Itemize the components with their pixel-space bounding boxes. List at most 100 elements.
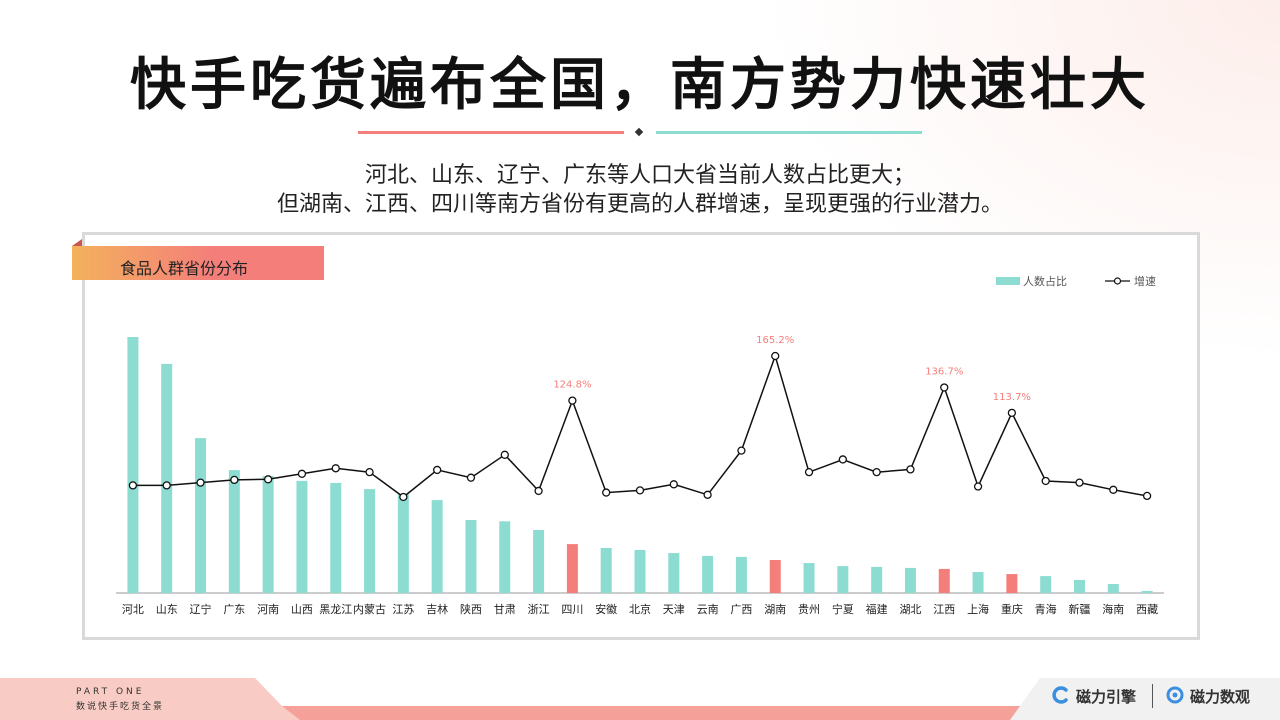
x-tick-label: 山西 — [291, 603, 313, 616]
x-tick-label: 天津 — [663, 603, 685, 616]
growth-point-海南 — [1109, 485, 1118, 494]
chart-tab — [72, 246, 324, 280]
bar-广东 — [228, 470, 240, 593]
bar-天津 — [668, 553, 680, 593]
growth-point-天津 — [669, 480, 678, 489]
growth-point-河北 — [128, 481, 138, 490]
bar-安徽 — [600, 547, 612, 593]
bar-内蒙古 — [364, 489, 376, 593]
x-tick-label: 上海 — [967, 602, 989, 616]
growth-point-贵州 — [804, 468, 814, 477]
bar-江苏 — [397, 493, 409, 593]
data-label-江西: 136.7% — [925, 366, 963, 377]
brand-cili-data: 磁力数观 — [1190, 688, 1251, 706]
cili-engine-logo-icon — [1052, 686, 1068, 704]
data-label-四川: 124.8% — [553, 380, 591, 391]
x-tick-label: 云南 — [697, 603, 719, 616]
growth-point-福建 — [872, 468, 881, 477]
growth-point-内蒙古 — [365, 468, 374, 477]
growth-point-湖南 — [771, 351, 780, 361]
growth-line — [132, 353, 1148, 498]
growth-point-广东 — [230, 475, 239, 485]
bar-黑龙江 — [330, 482, 342, 593]
growth-point-甘肃 — [500, 450, 509, 459]
legend-bar-swatch — [996, 277, 1020, 285]
bar-北京 — [634, 549, 646, 593]
growth-point-云南 — [703, 490, 712, 499]
title-rule-left — [358, 131, 624, 134]
bar-西藏 — [1141, 590, 1153, 593]
bar-湖北 — [904, 567, 916, 593]
bar-甘肃 — [499, 521, 511, 593]
growth-point-江西 — [940, 383, 949, 392]
x-tick-label: 新疆 — [1068, 602, 1090, 616]
bar-宁夏 — [837, 566, 849, 593]
bar-贵州 — [803, 563, 815, 593]
x-tick-label: 四川 — [561, 603, 583, 616]
x-tick-label: 安徽 — [595, 602, 617, 616]
growth-point-吉林 — [433, 465, 442, 475]
tab-fold — [72, 239, 82, 246]
bar-广西 — [735, 556, 747, 593]
brand-cili-engine: 磁力引擎 — [1076, 688, 1137, 706]
legend-line-label: 增速 — [1134, 274, 1156, 288]
growth-point-北京 — [635, 486, 645, 495]
x-tick-label: 内蒙古 — [353, 602, 386, 616]
chart-tab-label: 食品人群省份分布 — [120, 259, 249, 278]
footer-band — [0, 678, 1280, 720]
growth-point-宁夏 — [838, 455, 847, 464]
x-tick-label: 河北 — [122, 603, 144, 616]
growth-point-河南 — [263, 475, 273, 484]
growth-point-西藏 — [1142, 491, 1152, 501]
x-tick-label: 黑龙江 — [319, 603, 352, 616]
bar-青海 — [1040, 576, 1052, 593]
x-tick-label: 福建 — [866, 602, 888, 616]
bar-海南 — [1107, 584, 1119, 593]
title-rule-right — [656, 131, 922, 134]
data-label-重庆: 113.7% — [993, 392, 1031, 403]
x-tick-label: 北京 — [629, 602, 651, 616]
bar-陕西 — [465, 520, 477, 593]
bar-新疆 — [1073, 579, 1085, 593]
x-tick-label: 江苏 — [392, 603, 414, 616]
growth-point-上海 — [973, 482, 983, 491]
x-tick-label: 山东 — [156, 603, 178, 616]
bar-河北 — [127, 337, 139, 593]
subtitle-line-1: 河北、山东、辽宁、广东等人口大省当前人数占比更大； — [364, 163, 915, 188]
x-tick-label: 宁夏 — [832, 602, 854, 616]
subtitle-line-2: 但湖南、江西、四川等南方省份有更高的人群增速，呈现更强的行业潜力。 — [276, 192, 1003, 217]
x-tick-label: 重庆 — [1001, 602, 1023, 616]
growth-point-黑龙江 — [331, 464, 340, 473]
growth-point-安徽 — [602, 488, 611, 497]
growth-point-江苏 — [399, 492, 408, 502]
growth-point-山西 — [297, 469, 307, 478]
x-tick-label: 广东 — [223, 603, 245, 616]
footer-part-subtitle: 数说快手吃货全景 — [76, 702, 165, 712]
footer-part-label: PART ONE — [76, 687, 145, 697]
growth-point-重庆 — [1007, 408, 1017, 418]
growth-point-广西 — [737, 446, 746, 455]
bar-山西 — [296, 480, 308, 593]
growth-point-辽宁 — [196, 478, 205, 487]
legend-bar-label: 人数占比 — [1023, 274, 1067, 288]
growth-point-四川 — [568, 396, 577, 405]
x-tick-label: 青海 — [1035, 602, 1057, 616]
x-tick-label: 江西 — [933, 603, 955, 616]
x-tick-label: 吉林 — [426, 602, 448, 616]
bar-浙江 — [533, 530, 545, 593]
growth-point-浙江 — [534, 486, 543, 496]
x-tick-label: 海南 — [1102, 602, 1124, 616]
x-tick-label: 湖南 — [764, 603, 786, 616]
x-tick-label: 陕西 — [460, 602, 482, 616]
x-tick-label: 湖北 — [899, 603, 921, 616]
bar-重庆 — [1006, 574, 1018, 593]
x-tick-label: 广西 — [730, 603, 752, 616]
x-tick-label: 浙江 — [528, 603, 550, 616]
growth-point-山东 — [162, 481, 171, 490]
bar-辽宁 — [195, 438, 207, 593]
page-title: 快手吃货遍布全国，南方势力快速壮大 — [130, 53, 1150, 118]
bar-吉林 — [431, 500, 443, 593]
cili-data-logo-icon — [1166, 686, 1184, 704]
bar-江西 — [938, 568, 950, 593]
